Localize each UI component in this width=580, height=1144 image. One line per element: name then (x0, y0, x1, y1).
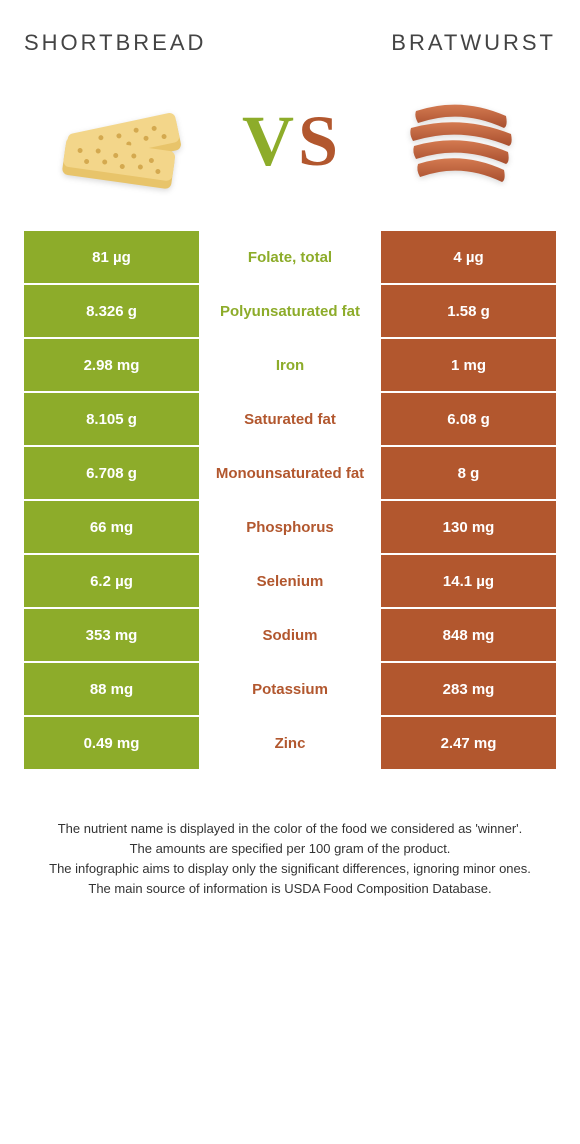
left-value-cell: 8.105 g (24, 393, 199, 445)
right-value-cell: 2.47 mg (381, 717, 556, 769)
right-value-cell: 14.1 µg (381, 555, 556, 607)
table-row: 66 mgPhosphorus130 mg (24, 501, 556, 553)
title-row: SHORTBREAD BRATWURST (24, 30, 556, 56)
table-row: 353 mgSodium848 mg (24, 609, 556, 661)
table-row: 0.49 mgZinc2.47 mg (24, 717, 556, 769)
nutrient-name-cell: Monounsaturated fat (199, 447, 381, 499)
left-value-cell: 81 µg (24, 231, 199, 283)
table-row: 8.326 gPolyunsaturated fat1.58 g (24, 285, 556, 337)
table-row: 6.2 µgSelenium14.1 µg (24, 555, 556, 607)
nutrient-name-cell: Saturated fat (199, 393, 381, 445)
bratwurst-image (386, 86, 536, 196)
nutrient-name-cell: Polyunsaturated fat (199, 285, 381, 337)
hero-row: V S (24, 86, 556, 196)
right-value-cell: 1 mg (381, 339, 556, 391)
table-row: 81 µgFolate, total4 µg (24, 231, 556, 283)
nutrient-name-cell: Folate, total (199, 231, 381, 283)
left-value-cell: 8.326 g (24, 285, 199, 337)
right-value-cell: 130 mg (381, 501, 556, 553)
vs-letter-v: V (242, 100, 294, 183)
left-value-cell: 353 mg (24, 609, 199, 661)
table-row: 6.708 gMonounsaturated fat8 g (24, 447, 556, 499)
right-value-cell: 4 µg (381, 231, 556, 283)
footer-line: The amounts are specified per 100 gram o… (34, 839, 546, 859)
left-food-title: SHORTBREAD (24, 30, 206, 56)
footer-notes: The nutrient name is displayed in the co… (24, 819, 556, 900)
infographic-container: SHORTBREAD BRATWURST (0, 0, 580, 920)
nutrient-name-cell: Selenium (199, 555, 381, 607)
nutrient-name-cell: Sodium (199, 609, 381, 661)
right-value-cell: 6.08 g (381, 393, 556, 445)
left-value-cell: 0.49 mg (24, 717, 199, 769)
right-value-cell: 1.58 g (381, 285, 556, 337)
footer-line: The infographic aims to display only the… (34, 859, 546, 879)
left-value-cell: 2.98 mg (24, 339, 199, 391)
right-value-cell: 8 g (381, 447, 556, 499)
nutrient-name-cell: Iron (199, 339, 381, 391)
table-row: 2.98 mgIron1 mg (24, 339, 556, 391)
nutrient-table: 81 µgFolate, total4 µg8.326 gPolyunsatur… (24, 231, 556, 769)
footer-line: The nutrient name is displayed in the co… (34, 819, 546, 839)
shortbread-image (44, 86, 194, 196)
table-row: 8.105 gSaturated fat6.08 g (24, 393, 556, 445)
left-value-cell: 88 mg (24, 663, 199, 715)
right-value-cell: 848 mg (381, 609, 556, 661)
nutrient-name-cell: Phosphorus (199, 501, 381, 553)
left-value-cell: 66 mg (24, 501, 199, 553)
footer-line: The main source of information is USDA F… (34, 879, 546, 899)
left-value-cell: 6.708 g (24, 447, 199, 499)
left-value-cell: 6.2 µg (24, 555, 199, 607)
vs-letter-s: S (298, 100, 338, 183)
right-value-cell: 283 mg (381, 663, 556, 715)
nutrient-name-cell: Potassium (199, 663, 381, 715)
right-food-title: BRATWURST (391, 30, 556, 56)
vs-label: V S (242, 100, 338, 183)
nutrient-name-cell: Zinc (199, 717, 381, 769)
table-row: 88 mgPotassium283 mg (24, 663, 556, 715)
